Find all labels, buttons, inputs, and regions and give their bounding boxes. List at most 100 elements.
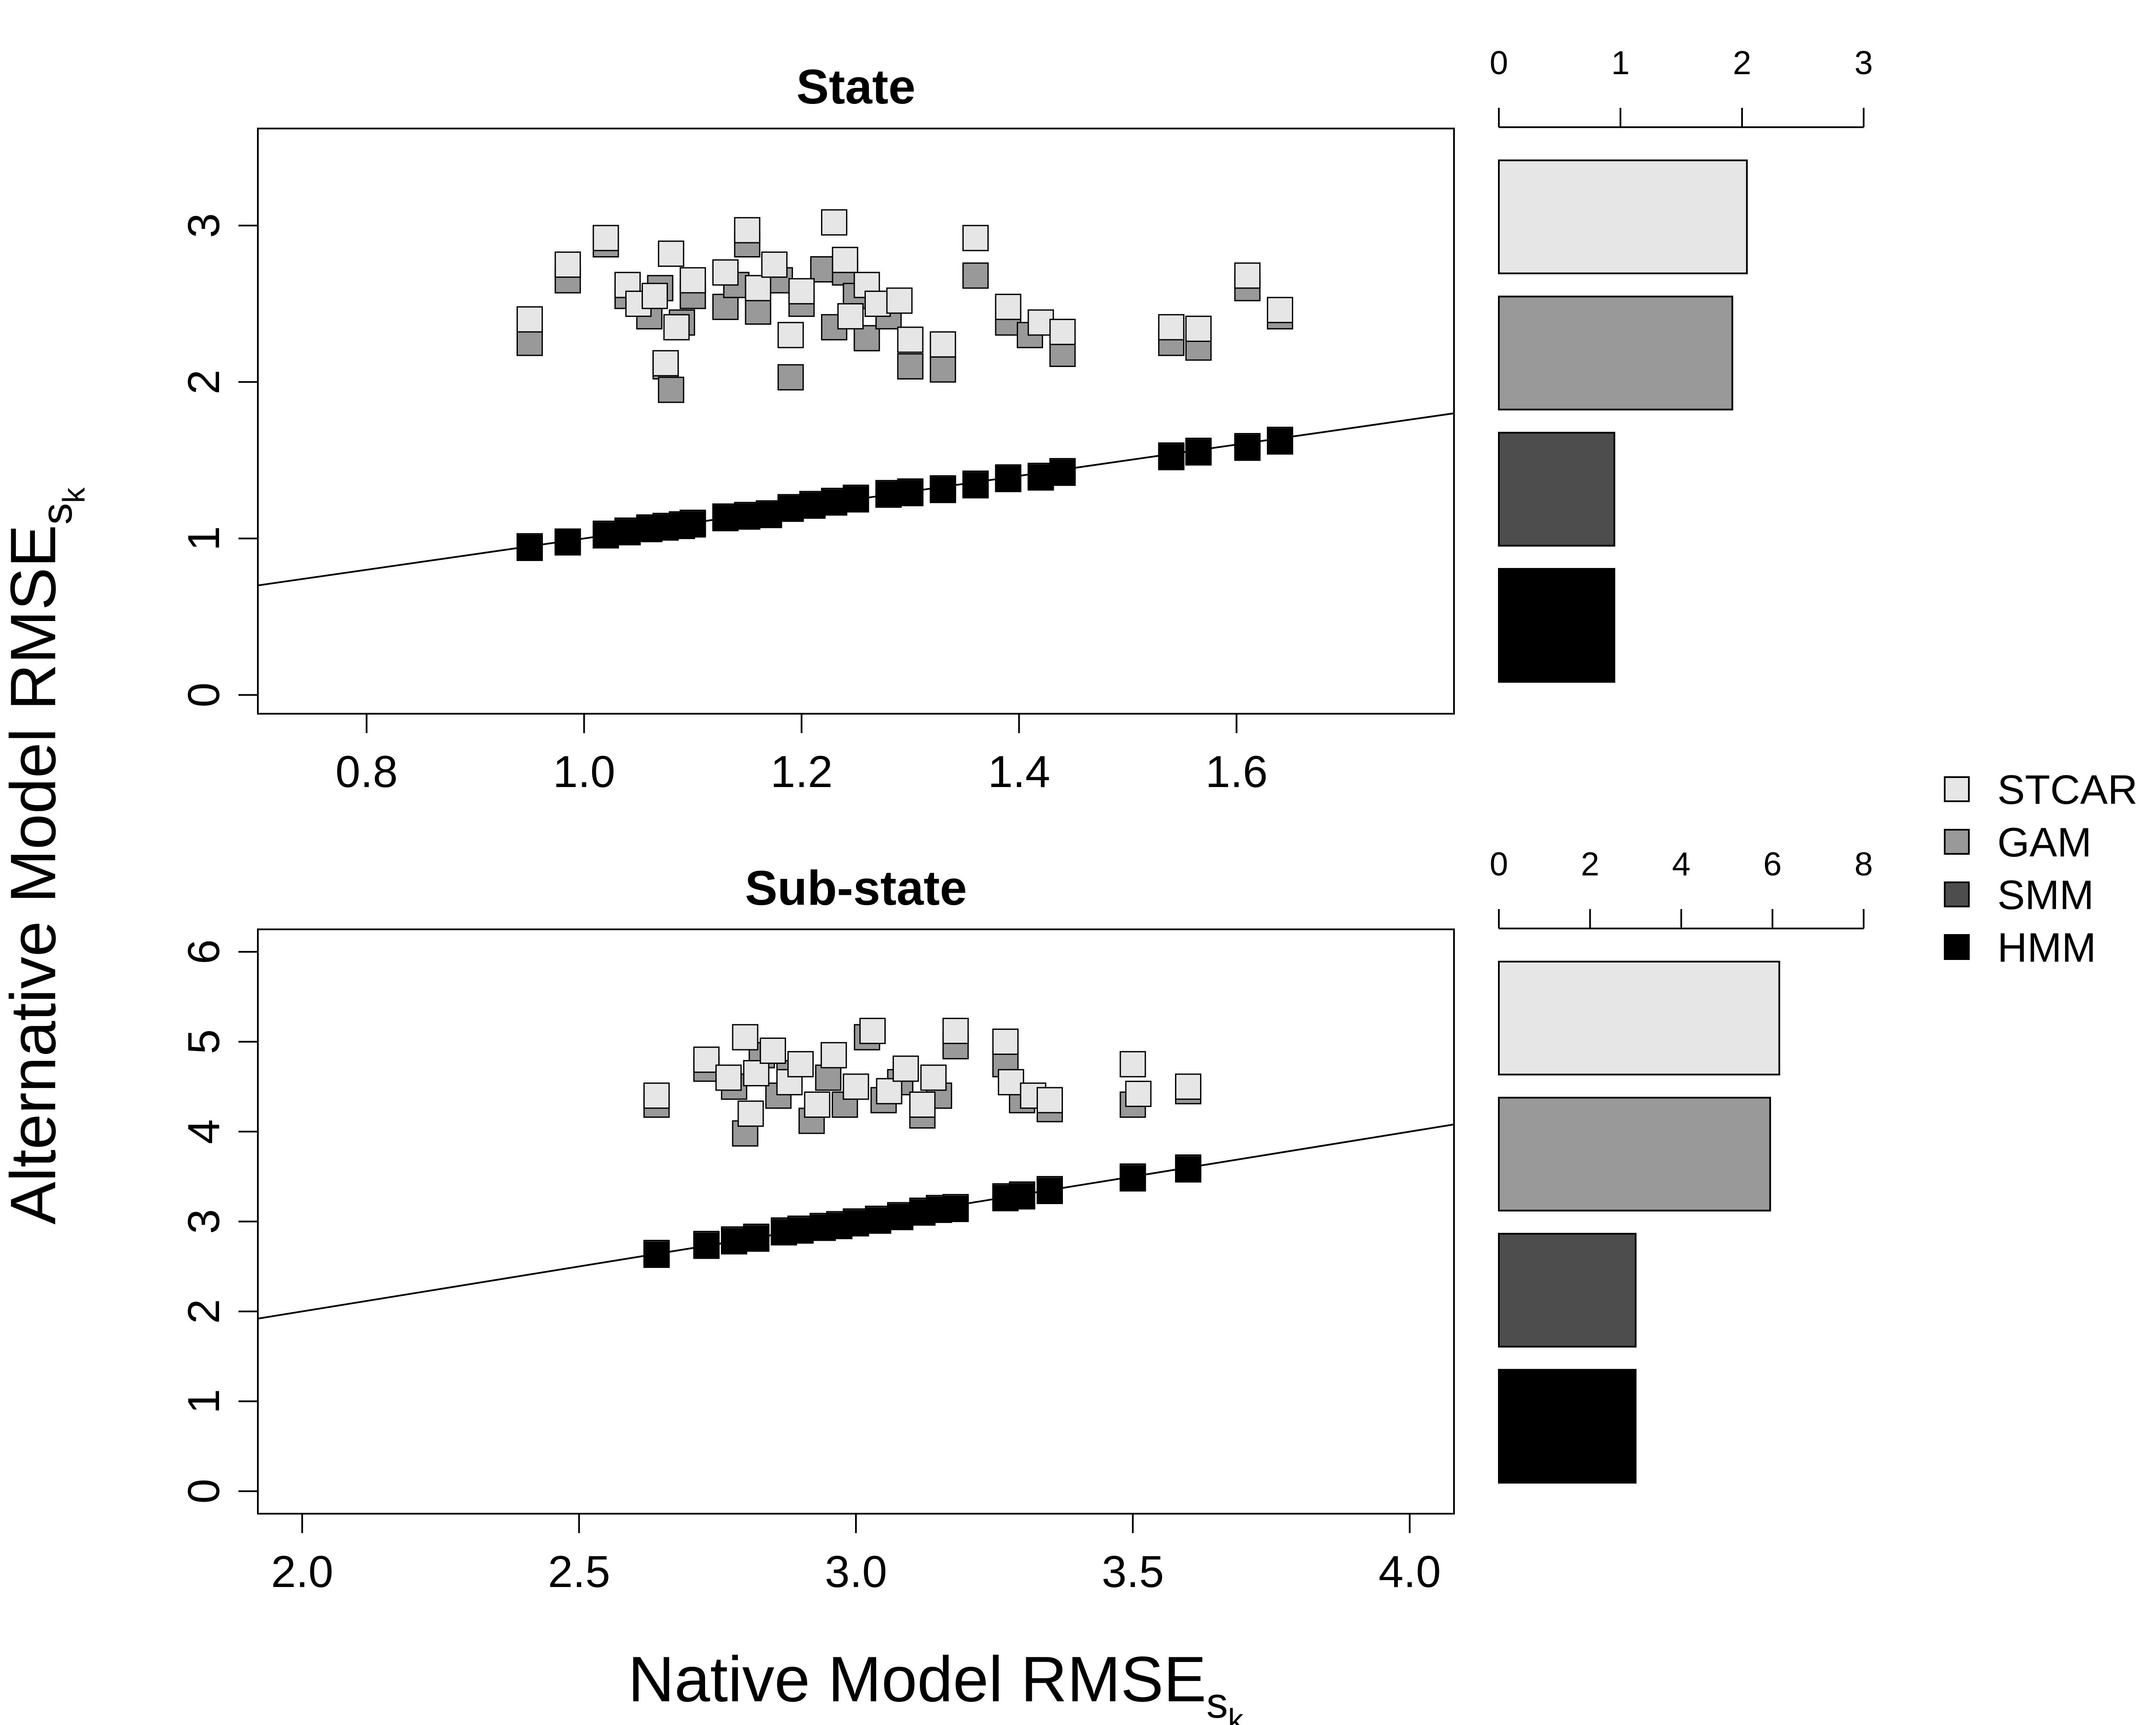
substate-bar-stcar [1498,960,1780,1076]
state-point-hmm [516,534,543,561]
state-point-gam [516,329,543,356]
substate-point-stcar [1036,1087,1063,1113]
substate-bar-hmm [1498,1369,1637,1484]
x-axis-label-main: Native Model RMSE [628,1643,1206,1715]
state-point-stcar [745,275,771,301]
state-point-hmm [1234,434,1261,461]
state-point-stcar [652,350,679,376]
state-bar-tick-label: 2 [1733,44,1752,82]
substate-y-tick-label: 1 [179,1389,229,1414]
substate-bar-tick-label: 0 [1490,846,1508,883]
substate-bar-tick-label: 4 [1672,846,1691,883]
state-y-tick-label: 0 [179,683,229,708]
state-point-stcar [734,217,761,244]
substate-scatter-plot: 2.0 2.5 3.0 3.5 4.0 0 1 2 3 4 5 6 [179,928,1455,1597]
legend-label-gam: GAM [1997,819,2092,866]
legend-label-smm: SMM [1997,872,2094,918]
substate-point-hmm [1009,1183,1035,1210]
substate-point-hmm [743,1225,770,1252]
state-point-stcar [886,287,913,314]
state-bar-smm [1498,432,1615,547]
state-y-tick-label: 2 [179,370,229,395]
substate-point-stcar [920,1064,947,1091]
substate-point-gam [815,1064,842,1091]
state-point-stcar [1234,262,1261,289]
state-panel-title: State [796,60,915,114]
y-axis-label-sub: s [33,503,81,524]
substate-point-hmm [721,1228,747,1255]
state-point-hmm [1185,439,1212,466]
substate-y-tick-label: 6 [179,939,229,964]
state-bar-tick-label: 0 [1490,44,1508,82]
state-point-stcar [712,259,739,286]
substate-point-stcar [737,1100,764,1127]
state-point-hmm [799,492,826,519]
substate-bar-tick-label: 6 [1763,846,1782,883]
state-bar-plot: 0 1 2 3 [1490,44,1873,683]
state-plot-frame [257,128,1455,715]
substate-point-hmm [1119,1165,1146,1192]
substate-point-hmm [865,1207,891,1234]
legend-label-stcar: STCAR [1997,767,2137,813]
state-point-hmm [1028,464,1054,491]
state-bar-tick-label: 1 [1611,44,1630,82]
state-point-hmm [962,472,989,499]
legend: STCAR GAM SMM HMM [1944,767,2137,971]
state-bar-gam [1498,295,1733,411]
state-point-hmm [875,481,902,508]
substate-point-stcar [732,1024,758,1051]
substate-x-tick-label: 2.0 [271,1547,333,1597]
substate-panel-title: Sub-state [745,861,967,915]
substate-point-stcar [1119,1051,1146,1078]
state-point-stcar [1158,314,1185,341]
state-point-stcar [821,209,848,236]
x-axis-label: Native Model RMSEsk [628,1643,1244,1725]
state-point-stcar [1267,297,1294,323]
state-x-tick-label: 0.8 [335,747,398,797]
state-bar-stcar [1498,159,1748,274]
substate-point-stcar [893,1055,919,1082]
substate-point-stcar [909,1091,936,1118]
substate-point-hmm [787,1217,814,1244]
substate-point-stcar [821,1042,847,1069]
substate-point-stcar [787,1051,814,1078]
substate-point-stcar [843,1073,869,1100]
state-bar-tick-label: 3 [1855,44,1873,82]
substate-point-stcar [859,1018,886,1044]
state-point-stcar [1185,315,1212,342]
state-point-stcar [837,303,864,329]
substate-point-hmm [1175,1156,1202,1183]
substate-point-hmm [843,1210,869,1237]
substate-bar-smm [1498,1233,1637,1348]
state-point-gam [777,364,804,391]
y-axis-label-main: Alternative Model RMSE [0,524,69,1224]
state-point-hmm [995,466,1022,492]
substate-bar-gam [1498,1097,1771,1212]
substate-point-hmm [693,1233,720,1259]
legend-swatch-smm [1944,881,1970,907]
substate-point-stcar [743,1060,770,1087]
state-x-tick-label: 1.4 [988,747,1050,797]
state-point-hmm [930,477,956,503]
state-point-gam [853,325,880,351]
substate-point-stcar [992,1029,1019,1055]
state-point-stcar [555,251,581,278]
state-point-gam [658,376,684,403]
substate-point-stcar [643,1082,670,1109]
substate-point-hmm [1036,1178,1063,1204]
substate-point-stcar [1175,1073,1202,1100]
state-point-stcar [761,251,788,278]
substate-x-tick-label: 4.0 [1379,1547,1441,1597]
substate-point-stcar [715,1064,742,1091]
y-axis-label-subsub: k [57,487,91,503]
state-point-hmm [821,489,848,516]
state-point-stcar [995,294,1022,320]
state-point-stcar [777,322,804,348]
state-point-gam [745,298,771,325]
legend-label-hmm: HMM [1997,925,2096,971]
substate-point-hmm [643,1242,670,1268]
state-point-hmm [1267,428,1294,455]
legend-swatch-gam [1944,829,1970,855]
state-point-stcar [930,331,956,358]
